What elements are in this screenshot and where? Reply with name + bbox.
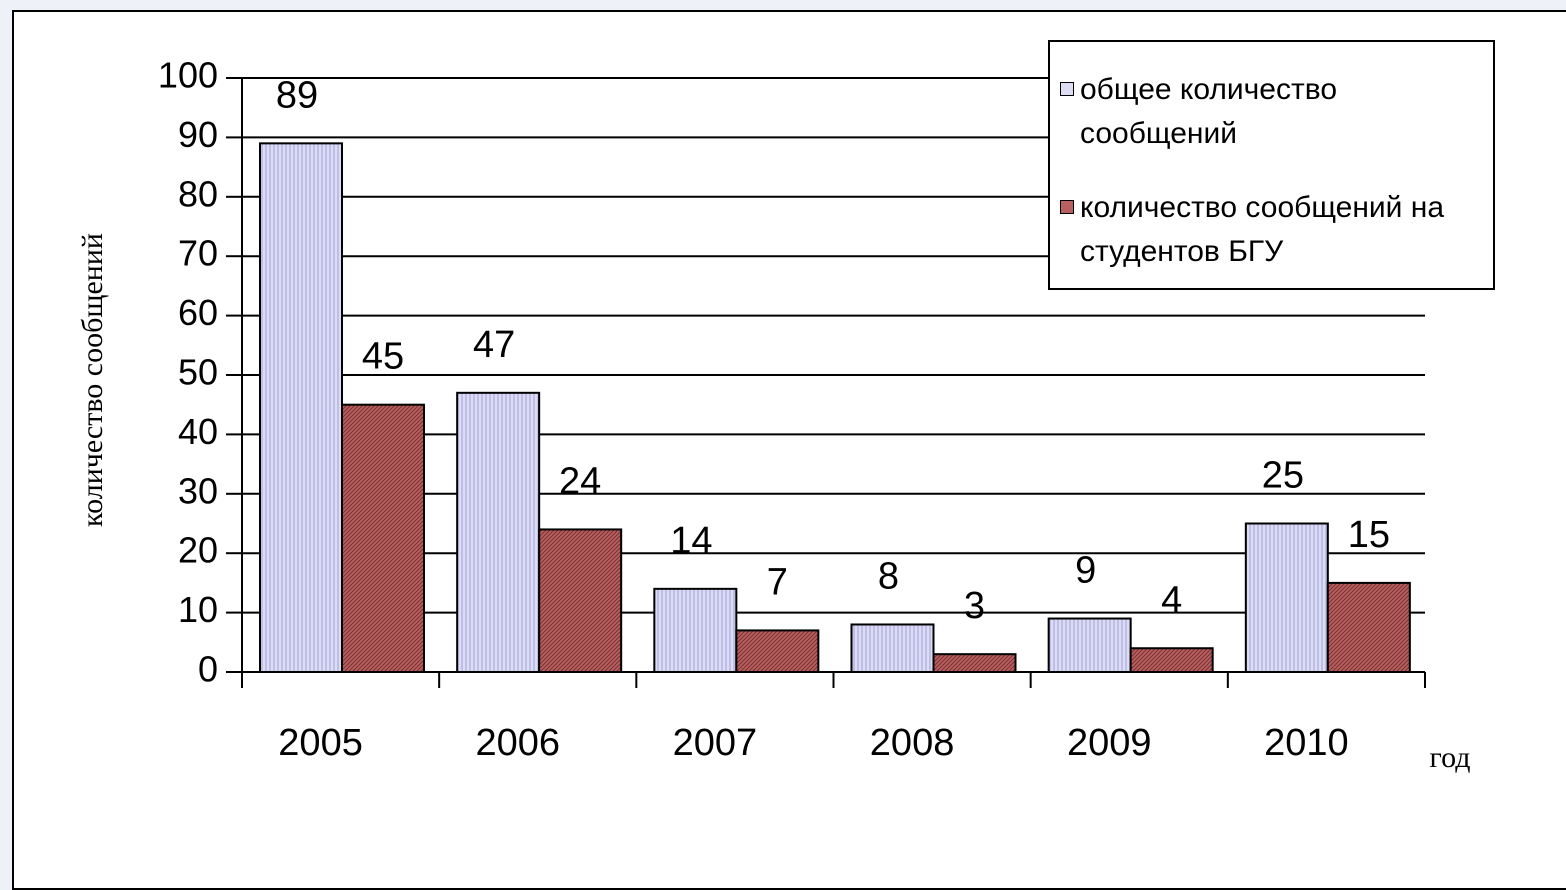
x-tick-label: 2010: [1264, 722, 1349, 764]
legend-swatch: [1060, 82, 1074, 96]
y-tick-label: 0: [198, 649, 218, 690]
y-tick-label: 20: [178, 530, 218, 571]
y-tick-label: 40: [178, 411, 218, 452]
bar: [1129, 647, 1214, 673]
bar: [456, 391, 541, 673]
y-tick-label: 70: [178, 233, 218, 274]
data-label: 14: [670, 520, 712, 562]
bar: [1326, 581, 1411, 674]
bar: [341, 403, 425, 673]
bar: [850, 623, 935, 673]
data-label: 7: [767, 561, 788, 603]
y-tick-label: 10: [178, 589, 218, 630]
y-tick-label: 80: [178, 173, 218, 214]
data-label: 4: [1161, 579, 1182, 621]
bar: [1244, 522, 1329, 673]
bar: [735, 629, 820, 673]
bar: [932, 653, 1017, 673]
x-tick-label: 2008: [870, 722, 955, 764]
y-tick-label: 90: [178, 114, 218, 155]
x-tick-label: 2009: [1067, 722, 1152, 764]
data-label: 15: [1348, 514, 1390, 556]
legend-label: общее количество сообщений: [1080, 73, 1338, 150]
legend-label: количество сообщений на студентов БГУ: [1080, 191, 1445, 268]
legend: общее количество сообщений количество соо…: [1048, 40, 1495, 290]
bar: [259, 142, 343, 673]
data-label: 47: [473, 324, 515, 366]
x-tick-label: 2005: [278, 722, 363, 764]
x-tick-label: 2007: [673, 722, 758, 764]
data-label: 45: [362, 336, 404, 378]
data-label: 9: [1075, 550, 1096, 592]
x-axis-label: год: [1430, 741, 1471, 774]
y-tick-label: 100: [158, 55, 218, 96]
data-label: 24: [559, 460, 601, 502]
y-tick-label: 50: [178, 352, 218, 393]
bar: [538, 528, 623, 673]
y-tick-label: 60: [178, 292, 218, 333]
legend-swatch: [1060, 200, 1074, 214]
data-label: 89: [276, 74, 318, 116]
data-label: 25: [1262, 455, 1304, 497]
bar: [1047, 617, 1132, 673]
data-label: 3: [964, 585, 985, 627]
legend-entry: количество сообщений на студентов БГУ: [1060, 186, 1483, 274]
bar: [653, 587, 738, 674]
legend-entry: общее количество сообщений: [1060, 68, 1483, 156]
data-label: 8: [878, 556, 899, 598]
y-axis-label: количество сообщений: [76, 233, 109, 527]
x-tick-label: 2006: [475, 722, 560, 764]
y-tick-label: 30: [178, 470, 218, 511]
